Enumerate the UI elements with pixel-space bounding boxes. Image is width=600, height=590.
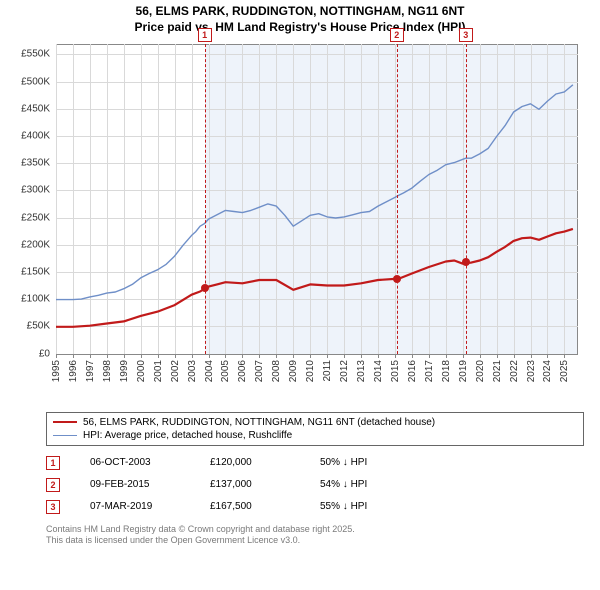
sale-row: 3 07-MAR-2019 £167,500 55% ↓ HPI <box>46 496 584 518</box>
copyright-line1: Contains HM Land Registry data © Crown c… <box>46 524 584 536</box>
sale-vline <box>466 44 467 354</box>
sale-row-pct: 50% ↓ HPI <box>320 457 410 468</box>
legend-swatch-price-paid <box>53 421 77 423</box>
chart-area: £0£50K£100K£150K£200K£250K£300K£350K£400… <box>10 38 590 408</box>
sale-dot <box>393 275 401 283</box>
sale-vline <box>397 44 398 354</box>
legend-item-hpi: HPI: Average price, detached house, Rush… <box>53 429 577 442</box>
sale-vline <box>205 44 206 354</box>
legend: 56, ELMS PARK, RUDDINGTON, NOTTINGHAM, N… <box>46 412 584 446</box>
copyright-line2: This data is licensed under the Open Gov… <box>46 535 584 547</box>
sale-marker: 2 <box>390 28 404 42</box>
sale-row-price: £167,500 <box>210 501 290 512</box>
sale-row-pct: 55% ↓ HPI <box>320 501 410 512</box>
sale-row-marker: 2 <box>46 478 60 492</box>
sale-row-price: £120,000 <box>210 457 290 468</box>
sale-row-date: 09-FEB-2015 <box>90 479 180 490</box>
sale-marker: 3 <box>459 28 473 42</box>
legend-swatch-hpi <box>53 435 77 436</box>
sale-dot <box>201 284 209 292</box>
sale-row: 2 09-FEB-2015 £137,000 54% ↓ HPI <box>46 474 584 496</box>
sale-row-marker: 1 <box>46 456 60 470</box>
sale-row: 1 06-OCT-2003 £120,000 50% ↓ HPI <box>46 452 584 474</box>
legend-item-price-paid: 56, ELMS PARK, RUDDINGTON, NOTTINGHAM, N… <box>53 416 577 429</box>
chart-title-line1: 56, ELMS PARK, RUDDINGTON, NOTTINGHAM, N… <box>0 0 600 20</box>
chart-title-line2: Price paid vs. HM Land Registry's House … <box>0 20 600 38</box>
copyright: Contains HM Land Registry data © Crown c… <box>46 524 584 547</box>
sale-row-date: 07-MAR-2019 <box>90 501 180 512</box>
sale-dot <box>462 258 470 266</box>
legend-label-price-paid: 56, ELMS PARK, RUDDINGTON, NOTTINGHAM, N… <box>83 417 435 428</box>
sale-marker: 1 <box>198 28 212 42</box>
chart-container: 56, ELMS PARK, RUDDINGTON, NOTTINGHAM, N… <box>0 0 600 547</box>
sale-row-pct: 54% ↓ HPI <box>320 479 410 490</box>
series-svg <box>10 38 588 364</box>
sale-row-date: 06-OCT-2003 <box>90 457 180 468</box>
sale-row-price: £137,000 <box>210 479 290 490</box>
sales-list: 1 06-OCT-2003 £120,000 50% ↓ HPI 2 09-FEB-201… <box>46 452 584 518</box>
series-price_paid <box>56 228 573 326</box>
series-hpi <box>56 84 573 299</box>
sale-row-marker: 3 <box>46 500 60 514</box>
legend-label-hpi: HPI: Average price, detached house, Rush… <box>83 430 292 441</box>
